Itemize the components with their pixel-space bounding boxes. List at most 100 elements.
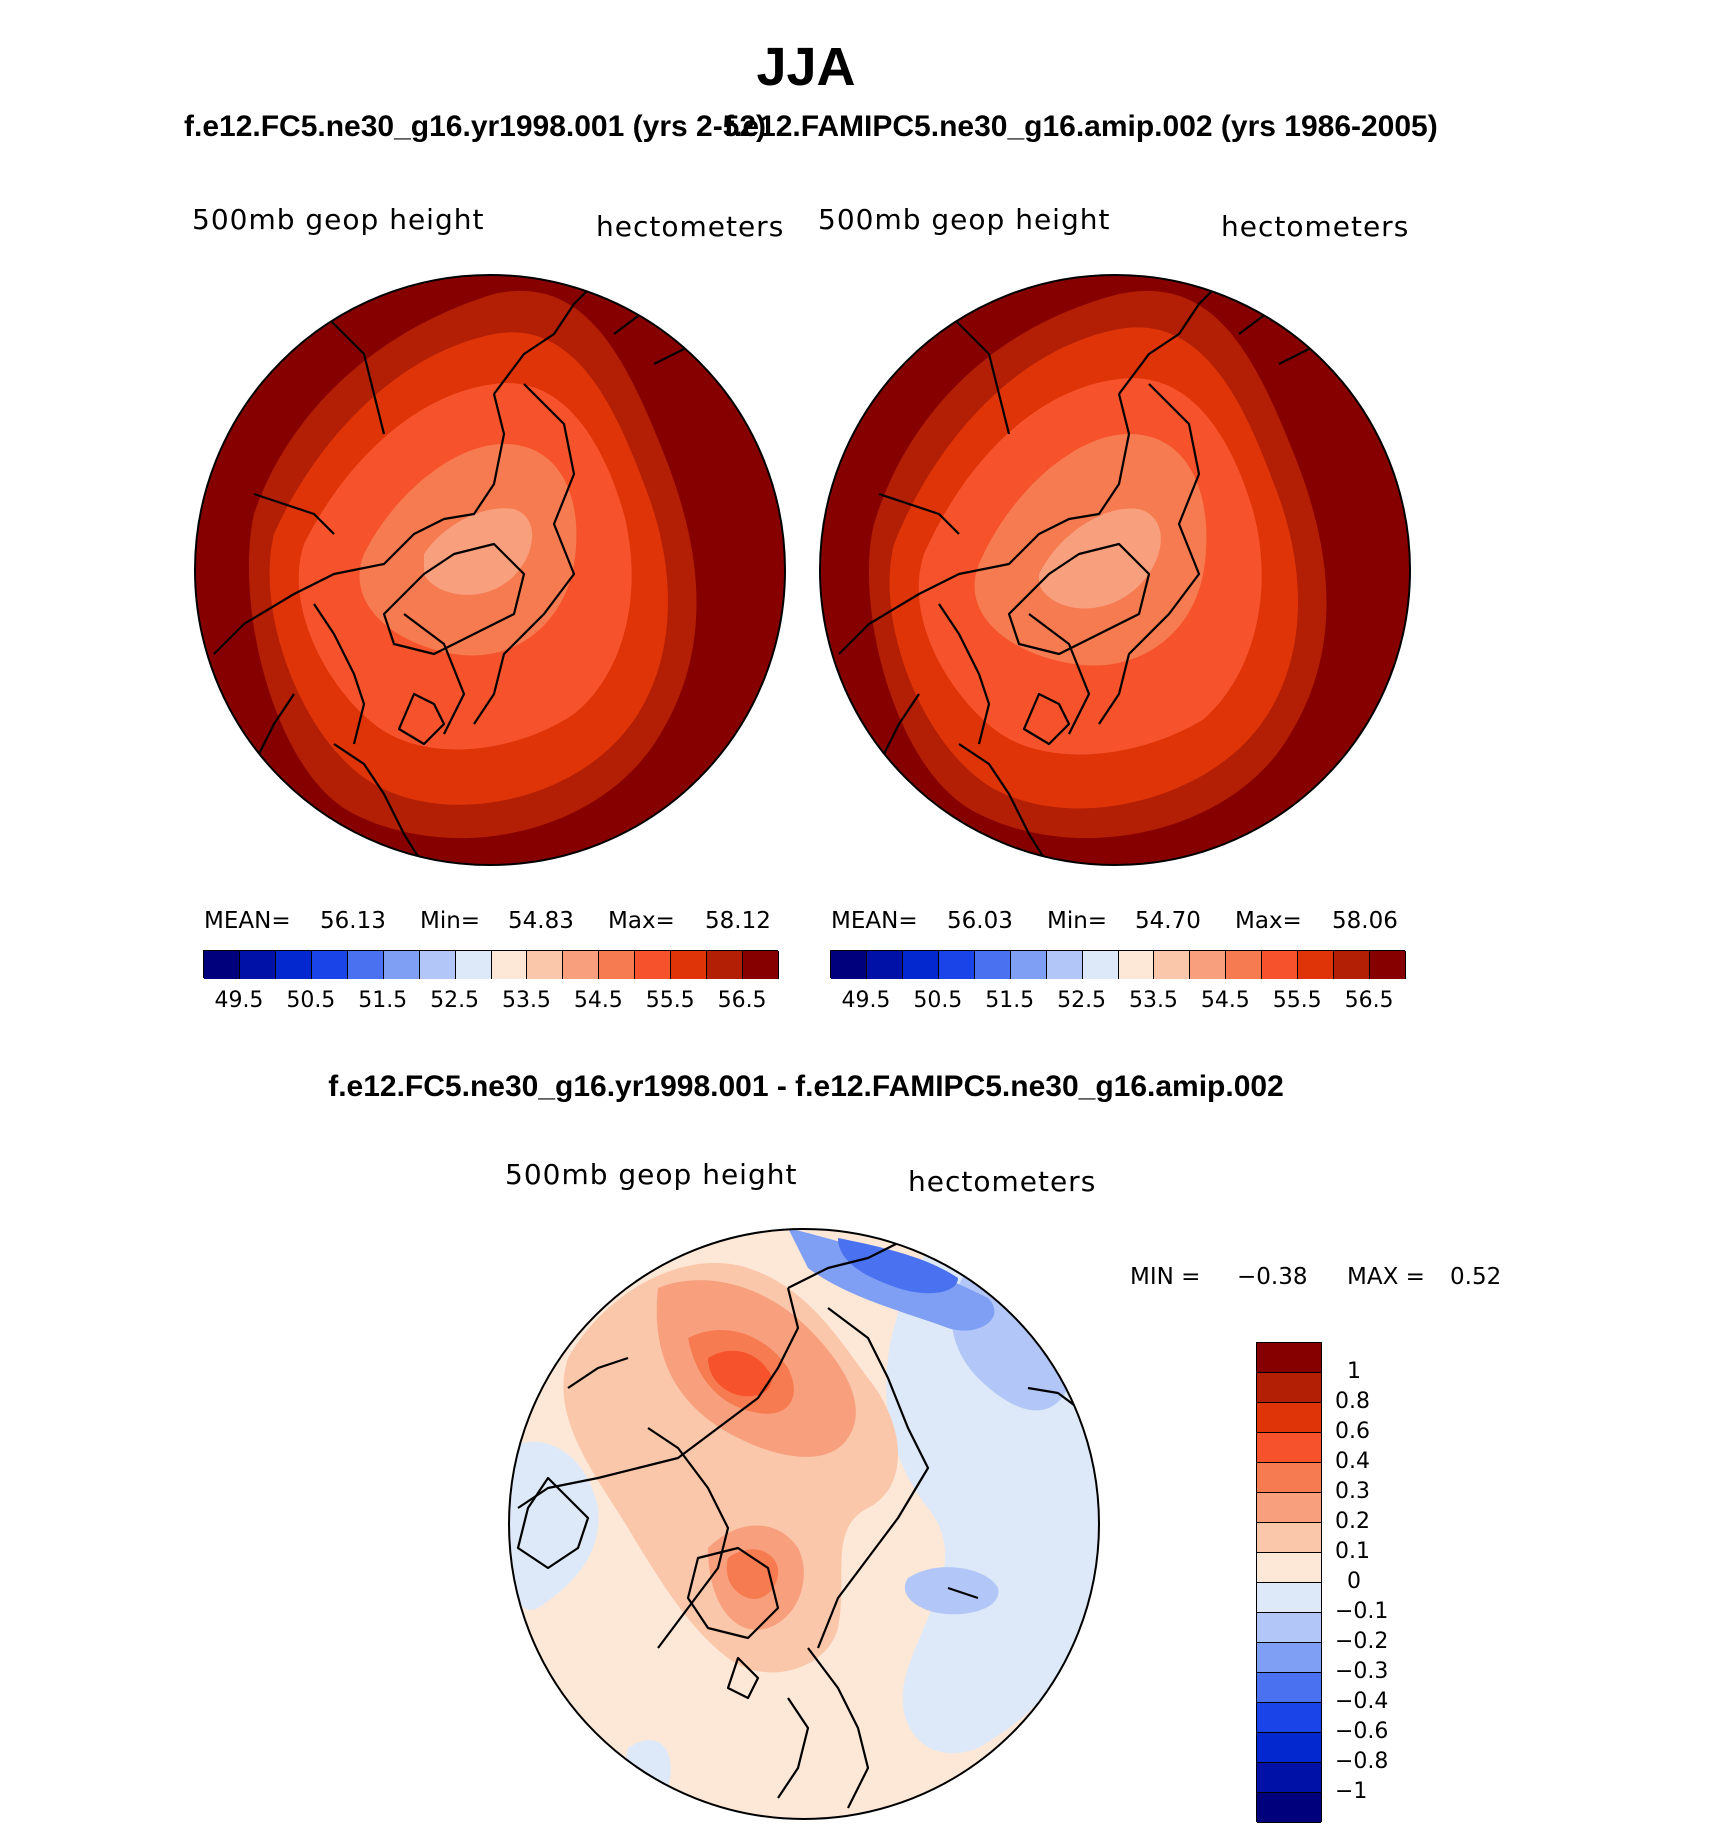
colorbar-tick-label: 51.5 xyxy=(358,988,408,1013)
colorbar-swatch xyxy=(1257,1583,1321,1613)
colorbar-swatch xyxy=(275,951,312,979)
case-title-right: f.e12.FAMIPC5.ne30_g16.amip.002 (yrs 198… xyxy=(724,110,1438,143)
coastlines xyxy=(516,1237,1079,1809)
colorbar-tick-label: 54.5 xyxy=(573,988,623,1013)
colorbar-tick-label: −1 xyxy=(1335,1779,1368,1804)
colorbar-tick-label: 52.5 xyxy=(430,988,480,1013)
colorbar-swatch xyxy=(1257,1613,1321,1643)
stats-right-min-label: Min= xyxy=(1047,908,1108,934)
panel-left-variable: 500mb geop height xyxy=(192,203,485,236)
colorbar-swatch xyxy=(204,951,240,979)
colorbar-swatch xyxy=(563,951,600,979)
colorbar-swatch xyxy=(974,951,1011,979)
page-title: JJA xyxy=(756,37,856,97)
colorbar-swatch xyxy=(831,951,867,979)
colorbar-swatch xyxy=(347,951,384,979)
stats-left-min: 54.83 xyxy=(508,908,574,934)
stats-left-max: 58.12 xyxy=(705,908,771,934)
colorbar-swatch xyxy=(866,951,903,979)
colorbar-tick-label: 55.5 xyxy=(1272,988,1322,1013)
colorbar-swatch xyxy=(1257,1463,1321,1493)
colorbar-tick-label: −0.6 xyxy=(1335,1719,1389,1744)
colorbar-tick-label: 49.5 xyxy=(214,988,264,1013)
colorbar-tick-label: 50.5 xyxy=(913,988,963,1013)
diff-band-neg-0-2-east xyxy=(904,1567,999,1615)
colorbar-tick-label: 0 xyxy=(1347,1569,1361,1594)
colorbar-tick-label: 0.8 xyxy=(1335,1389,1370,1414)
colorbar-swatch xyxy=(1370,951,1406,979)
colorbar-swatch xyxy=(1046,951,1083,979)
colorbar-tick-label: 56.5 xyxy=(1344,988,1394,1013)
colorbar-swatch xyxy=(1262,951,1299,979)
colorbar-tick-label: 1 xyxy=(1347,1359,1361,1384)
panel-right-variable: 500mb geop height xyxy=(818,203,1111,236)
colorbar-tick-label: 0.2 xyxy=(1335,1509,1370,1534)
diff-band-neg-0-1-west xyxy=(509,1441,599,1610)
difference-max: 0.52 xyxy=(1450,1264,1502,1290)
colorbar-swatch xyxy=(419,951,456,979)
colorbar-tick-label: 54.5 xyxy=(1200,988,1250,1013)
colorbar-swatch xyxy=(1257,1553,1321,1583)
colorbar-swatch xyxy=(1118,951,1155,979)
colorbar-tick-label: −0.3 xyxy=(1335,1659,1389,1684)
colorbar-tick-label: 0.1 xyxy=(1335,1539,1370,1564)
colorbar-tick-label: 0.6 xyxy=(1335,1419,1370,1444)
colorbar-swatch xyxy=(239,951,276,979)
colorbar-swatch xyxy=(1257,1433,1321,1463)
stats-right-max: 58.06 xyxy=(1332,908,1398,934)
colorbar-right-ticks: 49.5 50.5 51.5 52.5 53.5 54.5 55.5 56.5 xyxy=(830,988,1405,1018)
case-title-left: f.e12.FC5.ne30_g16.yr1998.001 (yrs 2-52) xyxy=(184,110,767,143)
colorbar-tick-label: 49.5 xyxy=(841,988,891,1013)
stats-right-min: 54.70 xyxy=(1135,908,1201,934)
colorbar-swatch xyxy=(1257,1643,1321,1673)
colorbar-swatch xyxy=(707,951,744,979)
colorbar-tick-label: −0.2 xyxy=(1335,1629,1389,1654)
colorbar-swatch xyxy=(311,951,348,979)
colorbar-tick-label: 52.5 xyxy=(1057,988,1107,1013)
colorbar-swatch xyxy=(1298,951,1335,979)
panel-right-units: hectometers xyxy=(1221,210,1410,243)
colorbar-tick-label: −0.8 xyxy=(1335,1749,1389,1774)
colorbar-left xyxy=(203,950,779,979)
colorbar-swatch xyxy=(1010,951,1047,979)
stats-left-mean: 56.13 xyxy=(320,908,386,934)
map-right xyxy=(819,274,1411,866)
stats-right-mean: 56.03 xyxy=(947,908,1013,934)
panel-left-units: hectometers xyxy=(596,210,785,243)
colorbar-tick-label: 50.5 xyxy=(286,988,336,1013)
colorbar-swatch xyxy=(455,951,492,979)
colorbar-swatch xyxy=(1257,1703,1321,1733)
colorbar-tick-label: 53.5 xyxy=(501,988,551,1013)
colorbar-swatch xyxy=(527,951,564,979)
colorbar-difference-ticks: 1 0.8 0.6 0.4 0.3 0.2 0.1 0 −0.1 −0.2 −0.3 −0.4 −0.6… xyxy=(1335,1342,1455,1822)
colorbar-swatch xyxy=(743,951,779,979)
difference-variable: 500mb geop height xyxy=(505,1158,798,1191)
colorbar-right xyxy=(830,950,1406,979)
colorbar-swatch xyxy=(1257,1793,1321,1823)
colorbar-left-ticks: 49.5 50.5 51.5 52.5 53.5 54.5 55.5 56.5 xyxy=(203,988,778,1018)
colorbar-tick-label: −0.4 xyxy=(1335,1689,1389,1714)
colorbar-swatch xyxy=(1190,951,1227,979)
contour-band-54 xyxy=(424,508,533,595)
colorbar-tick-label: 0.4 xyxy=(1335,1449,1370,1474)
colorbar-swatch xyxy=(938,951,975,979)
difference-min-label: MIN = xyxy=(1130,1264,1201,1290)
colorbar-swatch xyxy=(1257,1343,1321,1373)
colorbar-swatch xyxy=(1154,951,1191,979)
colorbar-swatch xyxy=(383,951,420,979)
difference-title: f.e12.FC5.ne30_g16.yr1998.001 - f.e12.FA… xyxy=(328,1070,1284,1103)
difference-min: −0.38 xyxy=(1237,1264,1308,1290)
colorbar-tick-label: −0.1 xyxy=(1335,1599,1389,1624)
diff-band-neg-0-4 xyxy=(838,1238,958,1294)
difference-units: hectometers xyxy=(908,1165,1097,1198)
colorbar-swatch xyxy=(1257,1733,1321,1763)
colorbar-swatch xyxy=(1257,1403,1321,1433)
colorbar-tick-label: 53.5 xyxy=(1128,988,1178,1013)
colorbar-swatch xyxy=(1082,951,1119,979)
coastlines xyxy=(838,283,1320,865)
colorbar-swatch xyxy=(671,951,708,979)
difference-max-label: MAX = xyxy=(1347,1264,1425,1290)
colorbar-tick-label: 55.5 xyxy=(645,988,695,1013)
colorbar-swatch xyxy=(1257,1673,1321,1703)
map-difference xyxy=(508,1228,1100,1820)
